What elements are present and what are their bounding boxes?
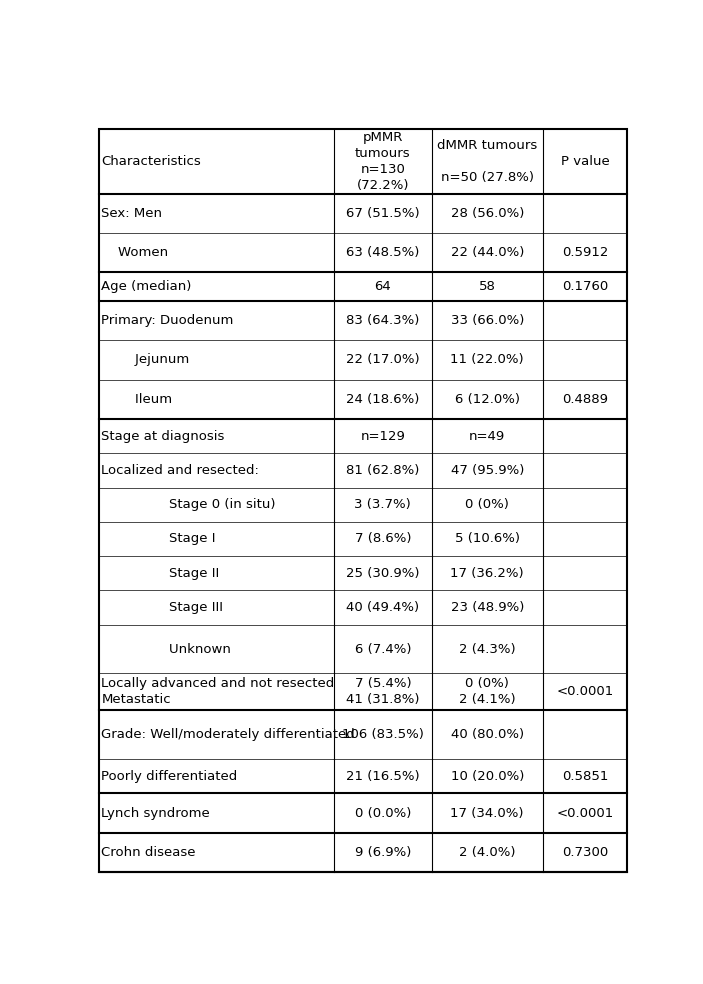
Text: <0.0001: <0.0001 — [556, 686, 614, 699]
Text: 33 (66.0%): 33 (66.0%) — [451, 314, 524, 328]
Text: Poorly differentiated: Poorly differentiated — [101, 769, 238, 782]
Text: 10 (20.0%): 10 (20.0%) — [451, 769, 524, 782]
Text: Stage III: Stage III — [101, 601, 224, 614]
Text: 58: 58 — [479, 280, 496, 293]
Text: <0.0001: <0.0001 — [556, 807, 614, 820]
Text: Locally advanced and not resected
Metastatic: Locally advanced and not resected Metast… — [101, 677, 335, 707]
Text: 21 (16.5%): 21 (16.5%) — [346, 769, 420, 782]
Text: 7 (5.4%)
41 (31.8%): 7 (5.4%) 41 (31.8%) — [346, 677, 420, 707]
Text: Grade: Well/moderately differentiated: Grade: Well/moderately differentiated — [101, 728, 355, 741]
Text: 0 (0%): 0 (0%) — [465, 498, 509, 511]
Text: 22 (17.0%): 22 (17.0%) — [346, 353, 420, 366]
Text: 40 (49.4%): 40 (49.4%) — [347, 601, 420, 614]
Text: Localized and resected:: Localized and resected: — [101, 463, 259, 477]
Text: Stage at diagnosis: Stage at diagnosis — [101, 430, 225, 443]
Text: Stage II: Stage II — [101, 567, 220, 580]
Text: n=49: n=49 — [469, 430, 505, 443]
Text: Lynch syndrome: Lynch syndrome — [101, 807, 210, 820]
Text: 83 (64.3%): 83 (64.3%) — [346, 314, 420, 328]
Text: 0.1760: 0.1760 — [562, 280, 608, 293]
Text: Primary: Duodenum: Primary: Duodenum — [101, 314, 234, 328]
Text: 64: 64 — [375, 280, 391, 293]
Text: 9 (6.9%): 9 (6.9%) — [354, 846, 411, 859]
Text: Unknown: Unknown — [101, 643, 231, 655]
Text: 5 (10.6%): 5 (10.6%) — [455, 532, 520, 545]
Text: pMMR
tumours
n=130
(72.2%): pMMR tumours n=130 (72.2%) — [355, 131, 411, 192]
Text: 11 (22.0%): 11 (22.0%) — [451, 353, 524, 366]
Text: 63 (48.5%): 63 (48.5%) — [346, 246, 420, 260]
Text: dMMR tumours

n=50 (27.8%): dMMR tumours n=50 (27.8%) — [437, 139, 537, 184]
Text: Jejunum: Jejunum — [101, 353, 190, 366]
Text: 6 (12.0%): 6 (12.0%) — [455, 393, 520, 405]
Text: 106 (83.5%): 106 (83.5%) — [342, 728, 424, 741]
Text: Age (median): Age (median) — [101, 280, 192, 293]
Text: 3 (3.7%): 3 (3.7%) — [354, 498, 411, 511]
Text: 23 (48.9%): 23 (48.9%) — [451, 601, 524, 614]
Text: 0.4889: 0.4889 — [562, 393, 608, 405]
Text: 40 (80.0%): 40 (80.0%) — [451, 728, 524, 741]
Text: 47 (95.9%): 47 (95.9%) — [451, 463, 524, 477]
Text: 0 (0.0%): 0 (0.0%) — [354, 807, 411, 820]
Text: 0.5851: 0.5851 — [562, 769, 608, 782]
Text: Ileum: Ileum — [101, 393, 173, 405]
Text: 28 (56.0%): 28 (56.0%) — [451, 207, 524, 220]
Text: 2 (4.0%): 2 (4.0%) — [459, 846, 515, 859]
Text: 2 (4.3%): 2 (4.3%) — [459, 643, 515, 655]
Text: Sex: Men: Sex: Men — [101, 207, 162, 220]
Text: Crohn disease: Crohn disease — [101, 846, 196, 859]
Text: 0.5912: 0.5912 — [562, 246, 608, 260]
Text: Women: Women — [101, 246, 169, 260]
Text: 67 (51.5%): 67 (51.5%) — [346, 207, 420, 220]
Text: P value: P value — [560, 155, 610, 168]
Text: 17 (36.2%): 17 (36.2%) — [451, 567, 524, 580]
Text: n=129: n=129 — [361, 430, 405, 443]
Text: Stage I: Stage I — [101, 532, 216, 545]
Text: 24 (18.6%): 24 (18.6%) — [346, 393, 420, 405]
Text: Characteristics: Characteristics — [101, 155, 201, 168]
Text: 81 (62.8%): 81 (62.8%) — [346, 463, 420, 477]
Text: 0.7300: 0.7300 — [562, 846, 608, 859]
Text: Stage 0 (in situ): Stage 0 (in situ) — [101, 498, 276, 511]
Text: 7 (8.6%): 7 (8.6%) — [354, 532, 411, 545]
Text: 17 (34.0%): 17 (34.0%) — [451, 807, 524, 820]
Text: 6 (7.4%): 6 (7.4%) — [354, 643, 411, 655]
Text: 22 (44.0%): 22 (44.0%) — [451, 246, 524, 260]
Text: 0 (0%)
2 (4.1%): 0 (0%) 2 (4.1%) — [459, 677, 515, 707]
Text: 25 (30.9%): 25 (30.9%) — [346, 567, 420, 580]
